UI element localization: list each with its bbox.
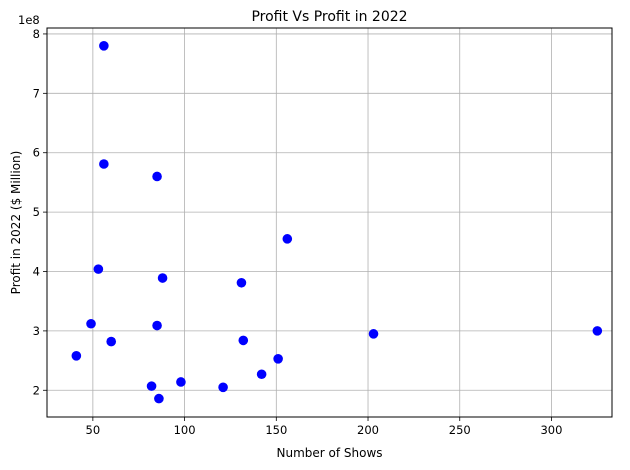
- data-point: [146, 381, 157, 391]
- data-point: [592, 326, 603, 336]
- data-point: [71, 351, 82, 361]
- y-tick-label: 2: [33, 383, 40, 397]
- data-point: [218, 382, 228, 393]
- data-point: [157, 273, 168, 283]
- data-point: [176, 377, 186, 387]
- data-point: [282, 234, 293, 244]
- grid-lines: [47, 28, 612, 417]
- x-tick-label: 50: [86, 423, 101, 437]
- data-point: [368, 329, 379, 339]
- x-axis-ticks: 50 100 150 200 250 300: [86, 417, 562, 437]
- data-point: [256, 369, 267, 380]
- y-tick-label: 5: [33, 205, 40, 219]
- data-point: [152, 320, 162, 331]
- x-tick-label: 100: [174, 423, 196, 437]
- y-tick-label: 6: [33, 146, 40, 160]
- y-tick-label: 3: [33, 324, 40, 338]
- x-tick-label: 150: [265, 423, 287, 437]
- data-point: [106, 336, 117, 347]
- data-point: [86, 318, 96, 329]
- data-point: [273, 353, 283, 364]
- plot-area-frame: [46, 27, 613, 418]
- data-point: [154, 393, 164, 404]
- y-axis-label: Profit in 2022 ($ Million): [9, 151, 23, 295]
- x-tick-label: 250: [449, 423, 471, 437]
- chart-title: Profit Vs Profit in 2022: [251, 9, 407, 25]
- y-axis-ticks: 2 3 4 5 6 7 8: [33, 27, 47, 397]
- x-tick-label: 200: [357, 423, 379, 437]
- y-tick-label: 7: [33, 86, 40, 100]
- data-point: [93, 264, 104, 274]
- y-tick-label: 8: [33, 27, 40, 41]
- y-axis-offset-label: 1e8: [18, 13, 40, 27]
- data-point: [238, 335, 249, 346]
- x-axis-label: Number of Shows: [276, 446, 382, 460]
- x-tick-label: 300: [540, 423, 562, 437]
- data-points: [71, 41, 603, 404]
- data-point: [99, 159, 109, 169]
- data-point: [99, 41, 109, 51]
- data-point: [152, 171, 162, 182]
- y-tick-label: 4: [33, 264, 40, 278]
- data-point: [236, 277, 247, 288]
